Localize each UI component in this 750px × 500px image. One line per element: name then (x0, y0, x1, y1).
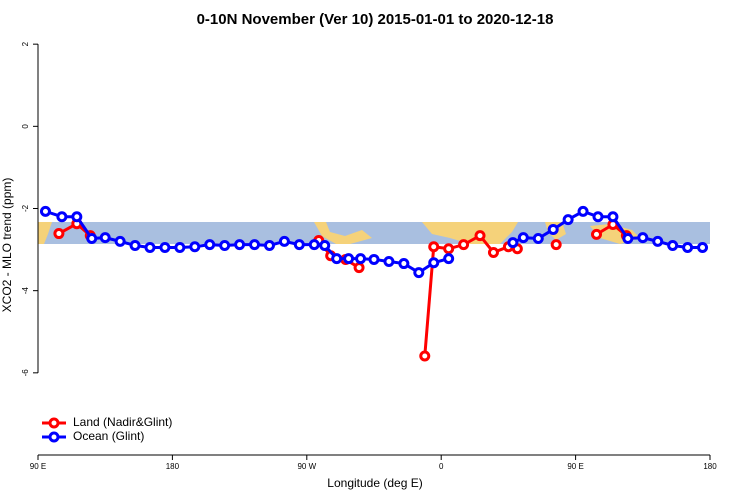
land-shape (314, 222, 372, 244)
y-tick-label: -2 (21, 204, 30, 212)
y-axis-label: XCO2 - MLO trend (ppm) (0, 178, 14, 313)
data-point (398, 258, 410, 270)
data-point (319, 239, 331, 251)
data-point (622, 232, 634, 244)
data-point (637, 232, 649, 244)
data-point (532, 232, 544, 244)
data-point (383, 255, 395, 267)
data-point (39, 205, 51, 217)
data-point (114, 235, 126, 247)
x-tick-label: 180 (703, 462, 717, 471)
data-point (667, 239, 679, 251)
legend-marker (48, 431, 60, 443)
y-tick-label: 0 (21, 124, 30, 129)
data-point (249, 239, 261, 251)
data-point (53, 228, 65, 240)
data-point (219, 239, 231, 251)
data-point (413, 267, 425, 279)
x-tick-label: 90 E (567, 462, 583, 471)
legend-marker (48, 417, 60, 429)
data-point (86, 232, 98, 244)
y-tick-label: -6 (21, 369, 30, 377)
legend-label: Land (Nadir&Glint) (73, 415, 172, 429)
y-tick-label: 2 (21, 41, 30, 46)
data-point (189, 241, 201, 253)
data-point (71, 211, 83, 223)
data-point (474, 230, 486, 242)
data-point (353, 262, 365, 274)
data-point (308, 239, 320, 251)
data-point (652, 235, 664, 247)
data-point (547, 223, 559, 235)
chart-title: 0-10N November (Ver 10) 2015-01-01 to 20… (197, 11, 554, 28)
data-point (487, 246, 499, 258)
data-point (419, 350, 431, 362)
data-point (577, 205, 589, 217)
x-tick-label: 90 E (30, 462, 46, 471)
data-point (517, 232, 529, 244)
data-point (278, 235, 290, 247)
data-point (99, 232, 111, 244)
data-point (129, 239, 141, 251)
data-point (443, 243, 455, 255)
data-point (174, 242, 186, 254)
data-point (159, 242, 171, 254)
data-point (355, 253, 367, 265)
land-shape (422, 222, 518, 244)
data-point (56, 211, 68, 223)
data-point (443, 253, 455, 265)
data-point (550, 239, 562, 251)
data-point (682, 242, 694, 254)
data-point (607, 211, 619, 223)
data-point (331, 253, 343, 265)
data-point (562, 214, 574, 226)
data-point (343, 253, 355, 265)
data-point (458, 239, 470, 251)
data-point (428, 257, 440, 269)
x-tick-label: 0 (439, 462, 444, 471)
data-point (263, 239, 275, 251)
data-point (368, 253, 380, 265)
y-tick-label: -4 (21, 287, 30, 295)
x-axis-label: Longitude (deg E) (327, 476, 422, 490)
data-point (204, 239, 216, 251)
data-point (428, 241, 440, 253)
data-point (144, 242, 156, 254)
legend-label: Ocean (Glint) (73, 429, 144, 443)
data-point (234, 239, 246, 251)
x-tick-label: 180 (166, 462, 180, 471)
data-point (507, 237, 519, 249)
data-point (697, 242, 709, 254)
x-tick-label: 90 W (297, 462, 316, 471)
data-point (592, 211, 604, 223)
land-shape (38, 222, 52, 244)
data-point (293, 239, 305, 251)
data-point (591, 228, 603, 240)
